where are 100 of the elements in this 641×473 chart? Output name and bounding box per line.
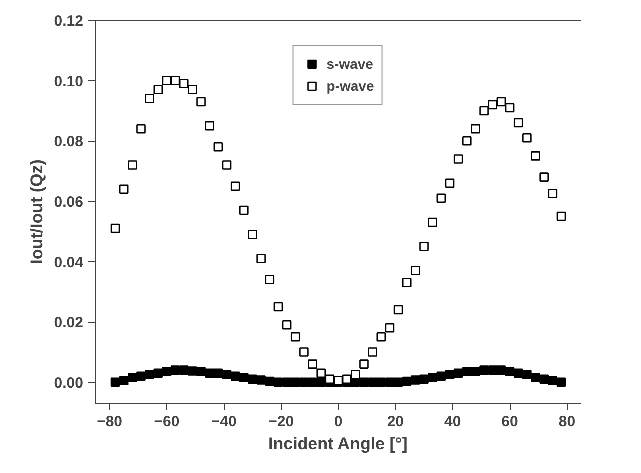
y-tick-label: 0.02 [54,314,84,332]
point [265,275,275,285]
point [522,370,532,380]
point [188,85,198,95]
point [248,230,258,240]
legend-label: p-wave [326,78,374,94]
point [205,121,215,131]
point [360,360,369,369]
legend-label: s-wave [326,56,374,72]
point [531,373,540,383]
point [420,374,429,384]
point [420,242,429,252]
point [230,372,240,382]
y-axis-title: Iout/Iout (Qz) [27,160,46,264]
point [179,366,189,375]
point [480,106,489,116]
point [196,367,206,376]
point [274,302,284,312]
x-axis-title: Incident Angle [°] [268,434,408,454]
x-tick-label: −40 [211,414,237,430]
point [548,189,558,199]
point [480,366,489,375]
point [402,278,412,288]
point [556,212,566,222]
point [496,97,506,107]
x-tick-label: −80 [97,414,123,430]
point [368,348,378,357]
point [540,172,549,182]
point [300,348,309,357]
point [411,266,420,276]
x-tick-label: 60 [502,414,518,430]
point [136,372,146,382]
point [154,85,164,95]
x-tick-label: 80 [558,414,576,430]
point [462,367,472,376]
point [428,218,438,228]
point [454,154,464,164]
point [222,160,232,170]
point [119,184,129,194]
x-tick-label: 20 [387,414,404,430]
point [240,206,249,216]
y-tick-label: 0.08 [54,134,84,151]
y-tick-label: 0.12 [54,13,84,30]
point [385,323,395,333]
point [300,378,309,388]
point [411,376,420,385]
point [136,124,146,134]
point [496,366,506,375]
point [394,378,404,388]
point [145,94,154,104]
point [230,182,240,192]
point [462,136,472,146]
point [445,178,455,188]
point [162,76,172,86]
point [436,194,446,204]
point [265,376,275,386]
x-tick-label: 40 [444,414,462,430]
point [531,152,540,161]
point [214,368,224,378]
point [342,374,352,384]
point [308,378,318,388]
point [162,367,172,376]
point [170,366,180,375]
point [445,370,455,380]
x-tick-label: −60 [154,414,180,430]
point [128,160,138,170]
point [282,378,292,388]
point [394,305,404,315]
point [179,79,189,88]
point [128,373,138,383]
point [154,368,164,378]
point [360,378,369,388]
y-tick-label: 0.00 [54,374,84,392]
point [170,76,180,86]
point [514,368,524,378]
point [110,378,120,388]
point [351,370,360,380]
point [471,124,480,134]
point [316,378,326,388]
point [471,367,480,376]
point [196,97,206,107]
y-tick-label: 0.10 [54,73,84,90]
point [548,376,558,386]
point [428,373,438,383]
point [325,374,335,384]
point [505,367,515,376]
y-tick-label: 0.04 [54,254,84,272]
point [222,370,232,380]
x-tick-label: 0 [334,414,343,430]
point [110,224,120,234]
point [505,103,515,113]
point [282,320,292,330]
point [376,332,386,342]
point [540,374,549,384]
point [290,378,300,388]
point [522,133,532,143]
point [274,378,284,388]
x-tick-label: −20 [268,414,294,430]
point [556,378,566,388]
point [376,378,386,388]
